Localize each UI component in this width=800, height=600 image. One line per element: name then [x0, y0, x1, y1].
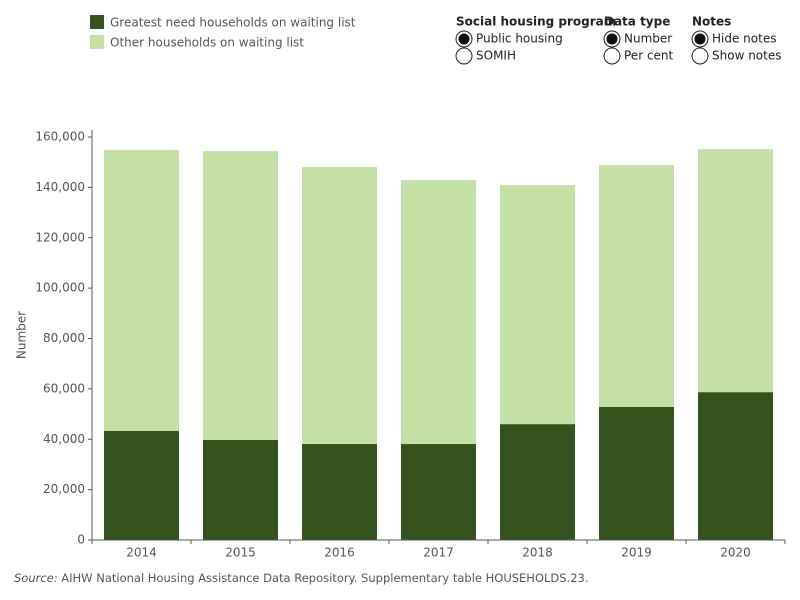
radio-label[interactable]: SOMIH: [476, 49, 516, 63]
x-tick-label: 2015: [225, 546, 256, 560]
y-tick-label: 0: [77, 533, 85, 547]
y-tick-label: 120,000: [35, 230, 85, 244]
radio-label[interactable]: Public housing: [476, 32, 563, 46]
y-tick-label: 20,000: [43, 482, 85, 496]
x-tick-label: 2020: [720, 546, 751, 560]
legend-swatch: [90, 35, 104, 49]
legend-label: Other households on waiting list: [110, 36, 304, 50]
bar-segment: [698, 149, 773, 393]
radio-label[interactable]: Hide notes: [712, 32, 776, 46]
control-title: Social housing program: [456, 15, 616, 29]
bar-segment: [203, 440, 278, 540]
legend-swatch: [90, 15, 104, 29]
bar-segment: [500, 424, 575, 540]
source-note: Source: AIHW National Housing Assistance…: [14, 571, 589, 585]
control-title: Data type: [604, 15, 670, 29]
y-tick-label: 100,000: [35, 281, 85, 295]
radio-label[interactable]: Per cent: [624, 49, 674, 63]
radio-label[interactable]: Number: [624, 32, 672, 46]
x-tick-label: 2017: [423, 546, 454, 560]
bar-segment: [599, 164, 674, 408]
source-label: Source:: [14, 571, 58, 585]
x-tick-label: 2016: [324, 546, 355, 560]
y-tick-label: 60,000: [43, 381, 85, 395]
radio-dot: [694, 33, 706, 45]
control-title: Notes: [692, 15, 731, 29]
bar-segment: [104, 150, 179, 431]
radio-dot: [606, 33, 618, 45]
bar-segment: [104, 430, 179, 540]
y-tick-label: 160,000: [35, 130, 85, 144]
bar-segment: [698, 392, 773, 540]
bar-segment: [203, 151, 278, 441]
legend-label: Greatest need households on waiting list: [110, 16, 356, 30]
radio-button[interactable]: [455, 47, 473, 65]
radio-button[interactable]: [691, 47, 709, 65]
x-tick-label: 2018: [522, 546, 553, 560]
y-tick-label: 80,000: [43, 331, 85, 345]
radio-dot: [458, 33, 470, 45]
radio-button[interactable]: [603, 47, 621, 65]
bar-segment: [401, 444, 476, 540]
bar-segment: [401, 180, 476, 445]
radio-label[interactable]: Show notes: [712, 49, 781, 63]
bar-segment: [302, 166, 377, 445]
source-text: AIHW National Housing Assistance Data Re…: [61, 571, 588, 585]
bar-segment: [500, 185, 575, 425]
y-axis-label: Number: [15, 311, 29, 359]
x-tick-label: 2014: [126, 546, 157, 560]
y-tick-label: 140,000: [35, 180, 85, 194]
bar-segment: [302, 444, 377, 540]
y-tick-label: 40,000: [43, 432, 85, 446]
bar-segment: [599, 407, 674, 540]
x-tick-label: 2019: [621, 546, 652, 560]
